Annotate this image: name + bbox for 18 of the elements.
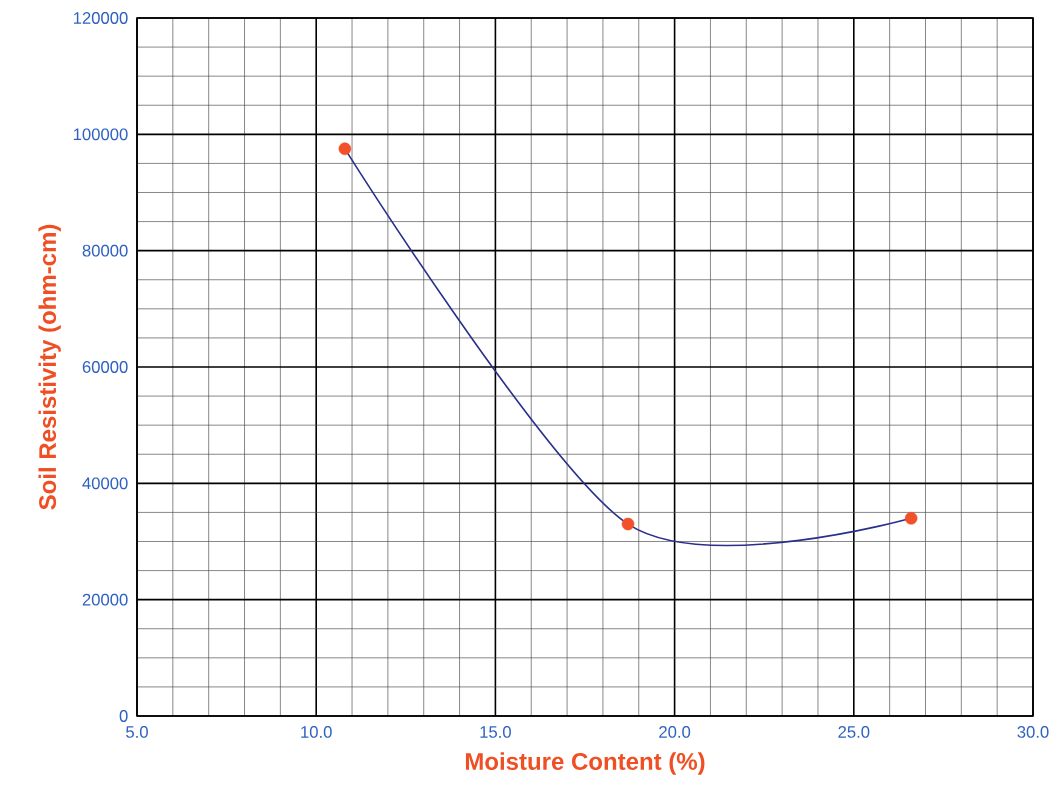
y-tick-label: 120000 — [73, 12, 128, 24]
point — [621, 517, 635, 531]
y-tick-label: 20000 — [82, 593, 128, 606]
y-axis-title: Soil Resistivity (ohm-cm) — [38, 224, 61, 510]
y-tick-label: 40000 — [82, 477, 128, 490]
x-axis-title: Moisture Content (%) — [465, 752, 705, 775]
x-tick-label: 5.0 — [126, 726, 148, 738]
x-tick-label: 30.0 — [1017, 726, 1049, 738]
y-tick-label: 60000 — [82, 361, 128, 373]
x-tick-label: 25.0 — [838, 726, 870, 738]
y-tick-label: 100000 — [73, 128, 128, 141]
x-tick-label: 20.0 — [659, 726, 691, 738]
point — [338, 142, 352, 156]
y-tick-label: 80000 — [82, 244, 128, 257]
y-tick-label: 0 — [119, 710, 128, 722]
x-tick-label: 10.0 — [301, 726, 332, 738]
x-tick-label: 15.0 — [480, 726, 511, 738]
point — [904, 511, 918, 525]
